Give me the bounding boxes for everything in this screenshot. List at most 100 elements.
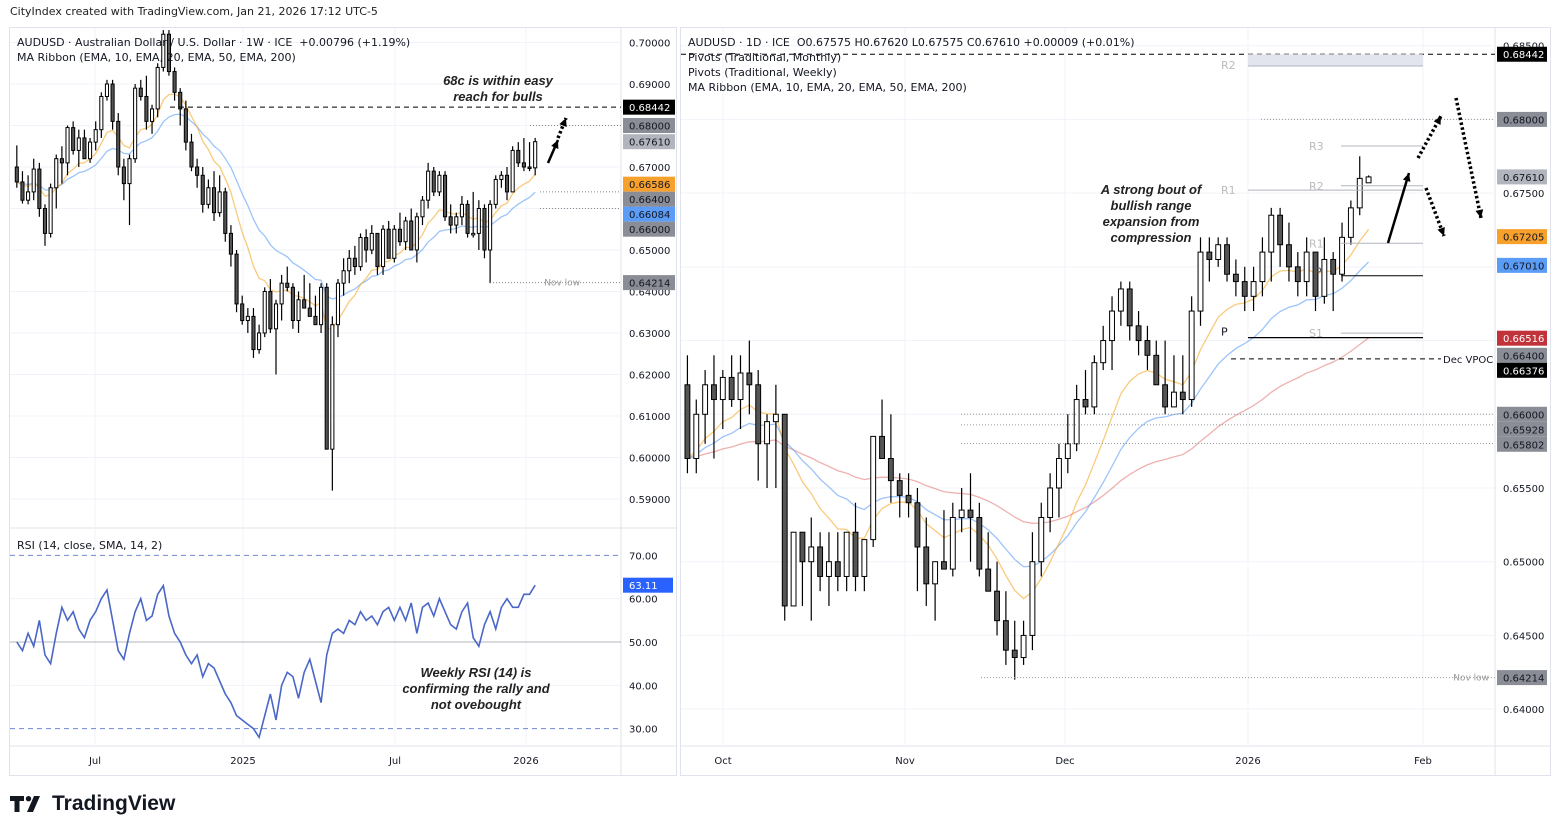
candle: [1277, 214, 1284, 246]
y-axis-tick: 0.65500: [1503, 484, 1544, 495]
candle: [533, 141, 538, 169]
candle: [1259, 251, 1266, 283]
candle: [755, 384, 762, 445]
rsi-legend[interactable]: RSI (14, close, SMA, 14, 2): [17, 539, 163, 552]
candle: [240, 303, 245, 322]
candle: [684, 384, 691, 460]
candle: [459, 203, 464, 218]
ema-line: [687, 337, 1369, 524]
daily-ma-ribbon-legend[interactable]: MA Ribbon (EMA, 10, EMA, 20, EMA, 50, EM…: [688, 81, 967, 94]
candle: [347, 257, 352, 272]
candle: [1286, 244, 1292, 268]
candle: [54, 158, 59, 189]
price-label: 0.66000: [1503, 410, 1544, 421]
candle: [161, 33, 166, 68]
candle: [31, 168, 36, 193]
y-axis-tick: 0.69000: [629, 80, 670, 91]
y-axis-tick: 0.70000: [629, 39, 670, 50]
candle: [1011, 649, 1018, 659]
price-label: 0.65928: [1503, 425, 1544, 436]
candle: [335, 282, 341, 326]
monthly-p-label: P: [1221, 326, 1228, 339]
tradingview-logo-text: TradingView: [52, 792, 176, 815]
candle: [262, 290, 267, 334]
weekly-ma-ribbon-legend[interactable]: MA Ribbon (EMA, 10, EMA, 20, EMA, 50, EM…: [17, 51, 296, 64]
candle: [914, 502, 921, 548]
candle: [116, 120, 121, 168]
y-axis-tick: 0.64500: [1503, 631, 1544, 642]
time-axis-label: Nov: [895, 756, 915, 767]
candle: [1188, 310, 1195, 401]
chart-credit: CityIndex created with TradingView.com, …: [10, 5, 378, 18]
price-label: 0.66516: [1503, 334, 1544, 345]
price-label-badge: [623, 176, 675, 192]
price-label-badge: [1497, 330, 1547, 346]
candle: [442, 174, 448, 218]
candle: [234, 253, 239, 305]
rsi-value: 63.11: [629, 581, 658, 592]
weekly-chart-panel[interactable]: 0.59000 0.60000 0.61000 0.62000 0.63000 0.640…: [9, 27, 677, 776]
weekly-pivots-legend[interactable]: Pivots (Traditional, Weekly): [688, 66, 837, 79]
candle: [223, 191, 228, 234]
monthly-r2-label: R2: [1221, 59, 1236, 72]
candle: [521, 162, 526, 168]
candle: [341, 270, 346, 284]
candle: [737, 372, 744, 401]
candle: [499, 174, 504, 180]
monthly-pivots-legend[interactable]: Pivots (Traditional, Monthly): [688, 51, 842, 64]
candle: [932, 561, 939, 585]
price-label-badge: [623, 221, 675, 237]
time-axis-label: Feb: [1414, 756, 1432, 767]
monthly-r2-zone: [1248, 54, 1423, 67]
candle: [465, 203, 470, 234]
ema-line: [687, 261, 1370, 568]
candle: [257, 332, 262, 351]
candle: [273, 303, 279, 330]
price-label: 0.67610: [629, 138, 670, 149]
daily-annotation: bullish range: [1111, 198, 1192, 213]
candle: [279, 282, 284, 305]
y-axis-tick: 0.67000: [629, 163, 670, 174]
candle: [1144, 340, 1151, 356]
daily-chart-canvas[interactable]: 0.64000 0.64500 0.65000 0.65500 0.66000 0.665…: [681, 28, 1550, 775]
candle: [302, 299, 307, 309]
daily-annotation: compression: [1111, 230, 1192, 245]
candle: [200, 174, 205, 205]
candle: [195, 166, 200, 176]
rsi-line: [16, 583, 536, 740]
price-label: 0.68442: [629, 103, 670, 114]
weekly_r3-label: R3: [1309, 140, 1324, 153]
candle: [454, 216, 459, 226]
candle: [414, 216, 419, 251]
candle: [1135, 325, 1142, 342]
candle: [826, 561, 832, 577]
weekly-chart-canvas[interactable]: 0.59000 0.60000 0.61000 0.62000 0.63000 0.640…: [10, 28, 676, 775]
candle: [88, 141, 93, 160]
price-label-badge: [623, 134, 675, 150]
ema-line: [16, 93, 536, 330]
weekly_s1-label: S1: [1309, 327, 1323, 340]
candle: [14, 166, 19, 183]
ema-line: [16, 113, 536, 300]
candle: [358, 237, 363, 268]
rsi-annotation: confirming the rally and: [402, 681, 550, 696]
price-label: 0.66400: [1503, 351, 1544, 362]
candle: [504, 174, 510, 193]
price-label: 0.68000: [629, 122, 670, 133]
candle: [82, 137, 87, 160]
price-label: 0.67010: [1503, 261, 1544, 272]
time-axis-label: 2025: [230, 756, 255, 767]
candle: [488, 203, 493, 251]
candle: [693, 413, 700, 460]
candle: [493, 178, 498, 205]
candle: [1303, 251, 1310, 283]
candle: [510, 149, 515, 193]
candle: [1056, 458, 1062, 489]
y-axis-tick: 0.61000: [629, 412, 670, 423]
candle: [516, 149, 521, 164]
candle: [1321, 258, 1328, 297]
tradingview-logo[interactable]: TradingView: [10, 792, 175, 816]
y-axis-tick: 0.64000: [629, 287, 670, 298]
y-axis-tick: 0.65000: [1503, 558, 1544, 569]
daily-chart-panel[interactable]: 0.64000 0.64500 0.65000 0.65500 0.66000 0.665…: [680, 27, 1551, 776]
